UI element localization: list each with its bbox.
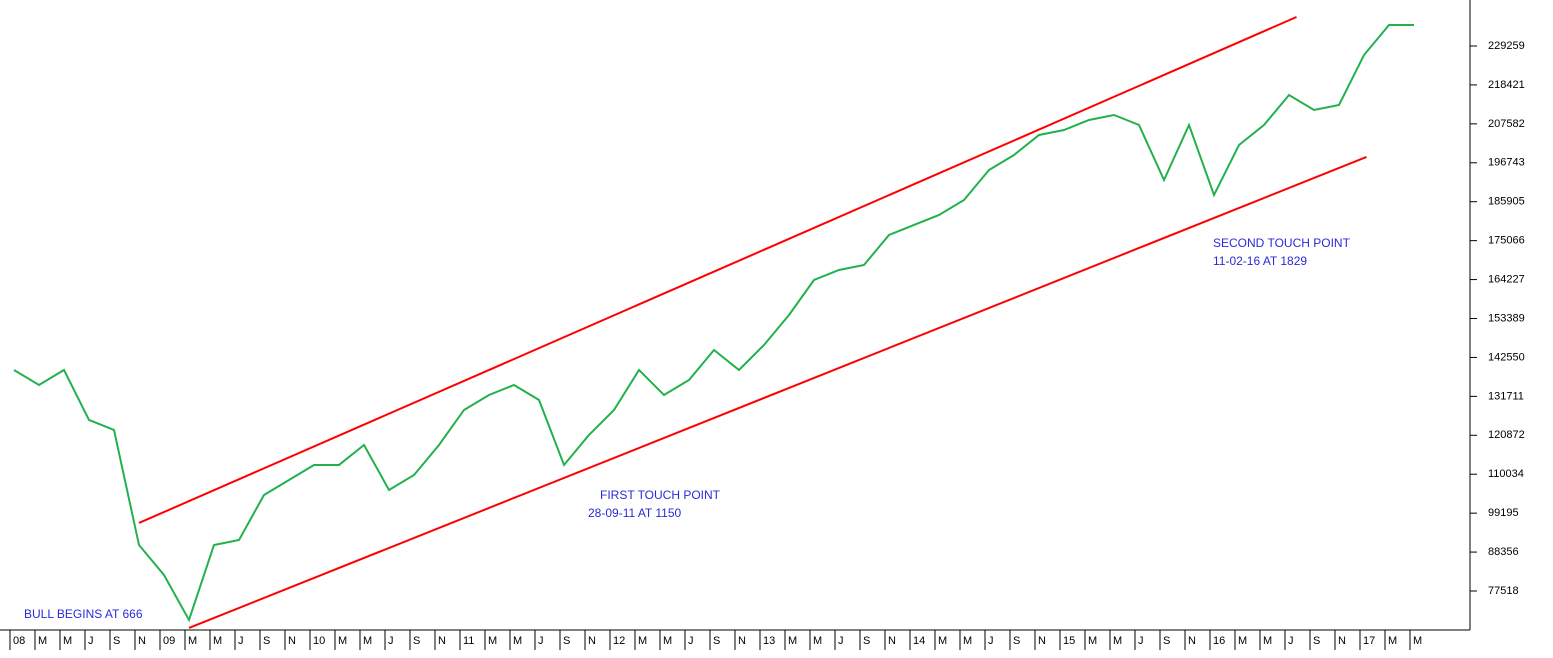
x-tick-label: 15 [1063, 635, 1075, 647]
x-tick-label: J [238, 635, 244, 647]
x-tick-label: 17 [1363, 635, 1375, 647]
x-tick-label: M [638, 635, 647, 647]
x-tick-label: S [713, 635, 720, 647]
y-tick-label: 77518 [1488, 585, 1519, 597]
x-tick-label: M [338, 635, 347, 647]
x-tick-label: J [1288, 635, 1294, 647]
y-tick-label: 196743 [1488, 157, 1525, 169]
annotation: 11-02-16 AT 1829 [1213, 254, 1307, 268]
x-tick-label: M [813, 635, 822, 647]
x-tick-label: S [1163, 635, 1170, 647]
x-tick-label: J [838, 635, 844, 647]
x-tick-label: M [1238, 635, 1247, 647]
y-tick-label: 153389 [1488, 312, 1525, 324]
x-tick-label: M [1113, 635, 1122, 647]
y-tick-label: 99195 [1488, 507, 1519, 519]
x-tick-label: S [563, 635, 570, 647]
y-tick-label: 120872 [1488, 429, 1525, 441]
y-tick-label: 207582 [1488, 118, 1525, 130]
x-tick-label: M [963, 635, 972, 647]
x-tick-label: J [88, 635, 94, 647]
x-tick-label: 12 [613, 635, 625, 647]
x-tick-label: M [1088, 635, 1097, 647]
x-tick-label: S [413, 635, 420, 647]
x-tick-label: J [988, 635, 994, 647]
x-tick-label: S [863, 635, 870, 647]
x-tick-label: 09 [163, 635, 175, 647]
x-tick-label: M [63, 635, 72, 647]
y-tick-label: 88356 [1488, 546, 1519, 558]
x-tick-label: N [138, 635, 146, 647]
x-tick-label: J [388, 635, 394, 647]
x-tick-label: N [588, 635, 596, 647]
x-tick-label: 14 [913, 635, 925, 647]
y-tick-label: 142550 [1488, 351, 1525, 363]
y-tick-label: 229259 [1488, 40, 1525, 52]
x-tick-label: M [363, 635, 372, 647]
x-tick-label: S [113, 635, 120, 647]
y-tick-label: 131711 [1488, 390, 1524, 402]
annotation: BULL BEGINS AT 666 [24, 607, 143, 621]
x-tick-label: M [663, 635, 672, 647]
x-tick-label: M [488, 635, 497, 647]
x-tick-label: M [38, 635, 47, 647]
x-tick-label: J [688, 635, 694, 647]
x-tick-label: M [1263, 635, 1272, 647]
y-tick-label: 164227 [1488, 273, 1525, 285]
y-tick-label: 185905 [1488, 196, 1525, 208]
x-tick-label: 08 [13, 635, 25, 647]
annotation: 28-09-11 AT 1150 [588, 506, 682, 520]
annotation: FIRST TOUCH POINT [600, 488, 721, 502]
x-tick-label: M [213, 635, 222, 647]
y-tick-label: 175066 [1488, 235, 1525, 247]
price-line [13, 24, 1414, 623]
x-tick-label: N [888, 635, 896, 647]
x-tick-label: N [288, 635, 296, 647]
x-tick-label: M [1388, 635, 1397, 647]
x-tick-label: N [738, 635, 746, 647]
annotation: SECOND TOUCH POINT [1213, 236, 1351, 250]
x-tick-label: N [1338, 635, 1346, 647]
x-tick-label: 10 [313, 635, 325, 647]
x-tick-label: J [538, 635, 544, 647]
x-tick-label: 11 [463, 635, 474, 647]
x-tick-label: M [513, 635, 522, 647]
x-tick-label: M [188, 635, 197, 647]
trend-line [138, 16, 1297, 524]
x-tick-label: J [1138, 635, 1144, 647]
x-tick-label: M [1413, 635, 1422, 647]
x-tick-label: N [1188, 635, 1196, 647]
x-tick-label: S [263, 635, 270, 647]
y-tick-label: 218421 [1488, 79, 1525, 91]
x-tick-label: S [1313, 635, 1320, 647]
x-tick-label: 16 [1213, 635, 1225, 647]
x-tick-label: 13 [763, 635, 775, 647]
x-tick-label: N [438, 635, 446, 647]
x-tick-label: S [1013, 635, 1020, 647]
x-tick-label: M [938, 635, 947, 647]
x-tick-label: N [1038, 635, 1046, 647]
y-tick-label: 110034 [1488, 468, 1524, 480]
trend-line [188, 156, 1367, 629]
x-tick-label: M [788, 635, 797, 647]
